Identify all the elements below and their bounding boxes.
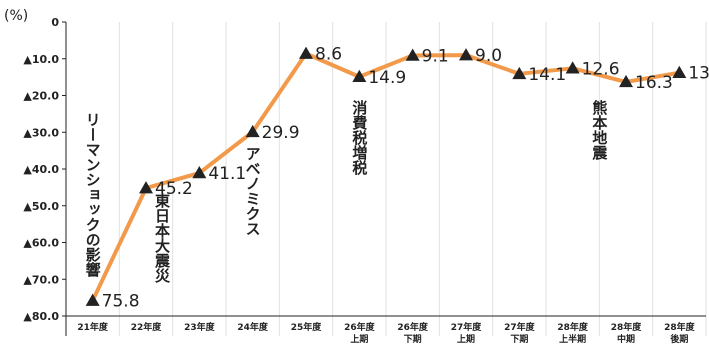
data-point-marker bbox=[299, 46, 313, 59]
axis-layer bbox=[62, 21, 706, 336]
x-tick-label: 28年度 bbox=[611, 321, 643, 333]
data-point-marker bbox=[192, 166, 207, 179]
data-point-marker bbox=[352, 69, 367, 83]
y-tick-label: ▲50.0 bbox=[23, 200, 59, 213]
data-label: 8.6 bbox=[315, 45, 342, 65]
data-point-marker bbox=[672, 65, 687, 78]
annotation-label: リーマンショックの影響 bbox=[84, 112, 102, 278]
x-tick-label-sub: 後期 bbox=[670, 333, 688, 344]
x-tick-labels: 21年度 22年度 23年度 24年度 25年度 26年度上期26年度下期27年度上期27… bbox=[77, 321, 695, 344]
x-tick-label: 26年度 bbox=[344, 321, 376, 333]
x-tick-label: 28年度 bbox=[664, 321, 696, 333]
data-label: 12.6 bbox=[582, 59, 620, 79]
y-tick-label: ▲30.0 bbox=[23, 126, 59, 139]
data-label: 75.8 bbox=[102, 292, 140, 312]
x-tick-label-sub: 下期 bbox=[404, 333, 422, 344]
markers-layer bbox=[85, 46, 687, 306]
y-tick-label: 0 bbox=[51, 16, 59, 29]
data-label: 29.9 bbox=[262, 123, 300, 143]
data-label: 9.0 bbox=[475, 46, 502, 66]
data-label: 16.3 bbox=[635, 73, 673, 93]
x-tick-label-sub: 下期 bbox=[510, 333, 528, 344]
data-label: 45.2 bbox=[155, 179, 193, 199]
data-point-marker bbox=[459, 48, 473, 61]
y-tick-label: ▲20.0 bbox=[23, 90, 59, 103]
x-tick-label: 21年度 bbox=[77, 321, 109, 333]
data-point-marker bbox=[619, 74, 633, 88]
data-label: 9.1 bbox=[422, 46, 449, 66]
series-line-layer bbox=[90, 51, 682, 303]
x-tick-label-sub: 中期 bbox=[617, 333, 635, 344]
x-tick-label-sub: 上期 bbox=[457, 333, 475, 344]
x-tick-label: 28年度 bbox=[557, 321, 589, 333]
y-axis-unit-label: (%) bbox=[4, 8, 28, 24]
annotation-label: 熊本地震 bbox=[590, 99, 608, 161]
data-point-marker bbox=[512, 66, 527, 80]
data-label: 14.9 bbox=[368, 68, 406, 88]
x-tick-label: 27年度 bbox=[504, 321, 536, 333]
data-point-marker bbox=[565, 61, 580, 74]
x-tick-label: 23年度 bbox=[184, 321, 216, 333]
annotation-label: 消費税増税 bbox=[350, 99, 368, 176]
y-tick-label: ▲80.0 bbox=[23, 310, 59, 323]
x-tick-label: 22年度 bbox=[131, 321, 163, 333]
x-tick-label-sub: 上期 bbox=[350, 333, 368, 344]
grid-layer bbox=[118, 22, 707, 336]
annotation-label: アベノミクス bbox=[244, 146, 262, 236]
annotation-label: 東日本大震災 bbox=[153, 192, 171, 284]
y-tick-label: ▲10.0 bbox=[23, 53, 59, 66]
y-tick-label: ▲70.0 bbox=[23, 273, 59, 286]
x-tick-label: 26年度 bbox=[397, 321, 429, 333]
series-line bbox=[90, 51, 682, 303]
y-tick-labels: 0 ▲10.0 ▲20.0 ▲30.0 ▲40.0 ▲50.0 ▲60.0 ▲70.0 ▲80.… bbox=[23, 16, 59, 323]
data-point-marker bbox=[245, 124, 260, 138]
y-tick-label: ▲60.0 bbox=[23, 237, 59, 250]
data-point-marker bbox=[405, 48, 420, 61]
data-point-marker bbox=[139, 181, 153, 194]
data-label: 14.1 bbox=[528, 65, 566, 85]
data-point-marker bbox=[85, 293, 100, 306]
y-tick-label: ▲40.0 bbox=[23, 163, 59, 176]
x-tick-label: 24年度 bbox=[237, 321, 269, 333]
x-tick-label: 27年度 bbox=[451, 321, 483, 333]
x-tick-label: 25年度 bbox=[291, 321, 323, 333]
annotations-layer: リーマンショックの影響 東日本大震災 アベノミクス 消費税増税 熊本地震 bbox=[84, 99, 609, 284]
x-tick-label-sub: 上半期 bbox=[559, 333, 586, 344]
data-label: 41.1 bbox=[208, 164, 246, 184]
data-label: 13.8 bbox=[688, 64, 709, 84]
data-labels-layer: 75.8 45.2 41.1 29.9 8.6 14.9 9.1 9.0 14.1 12.6 16.… bbox=[102, 45, 709, 312]
